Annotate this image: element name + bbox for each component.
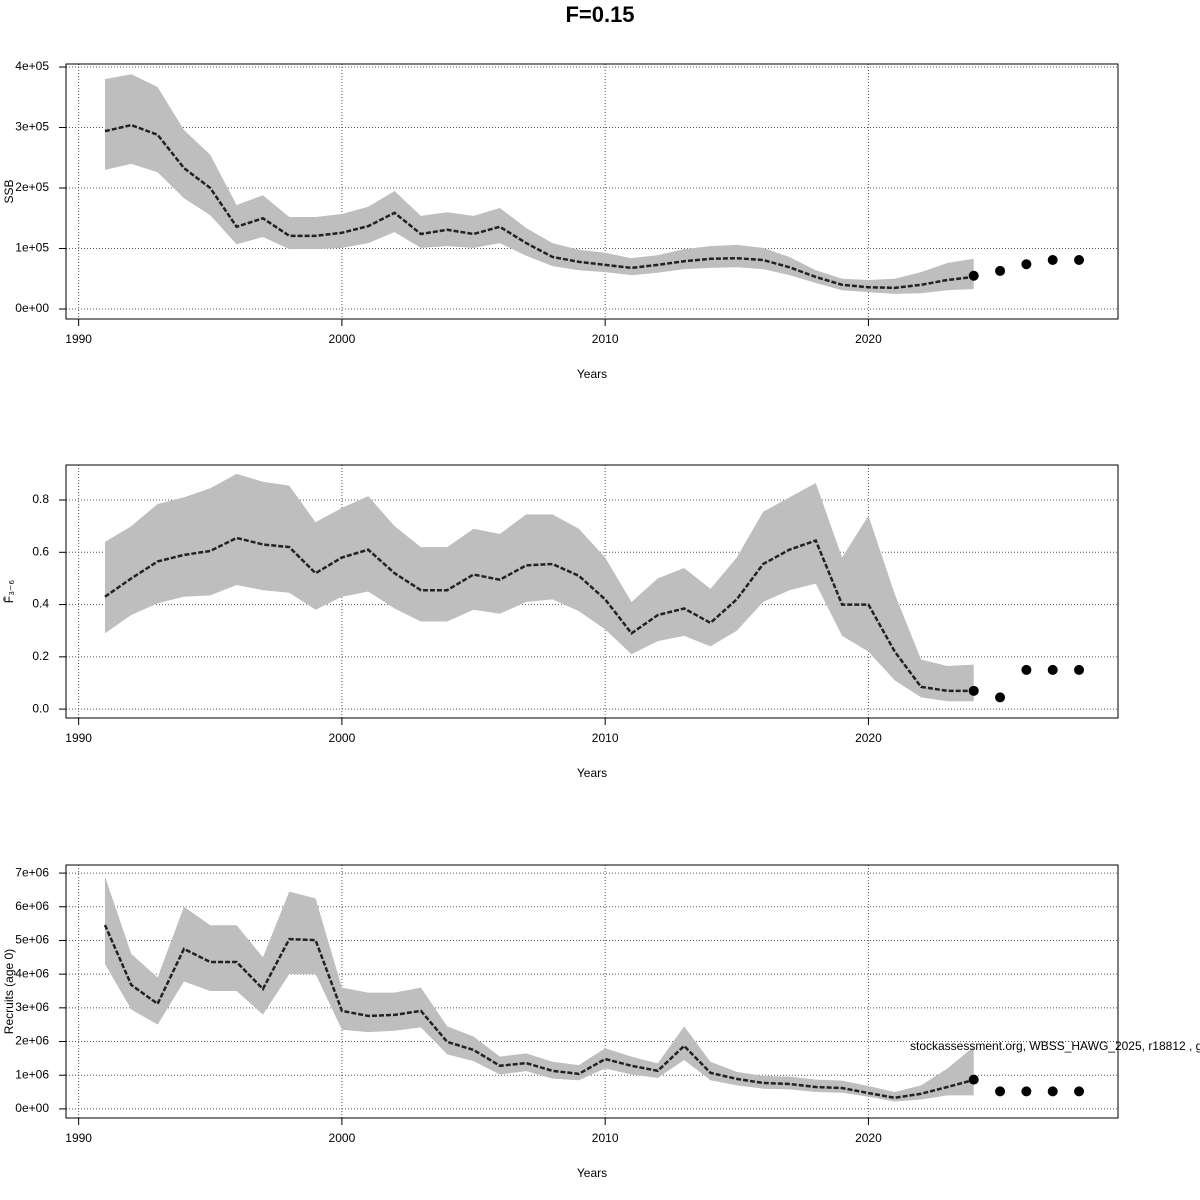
y-tick-label: 4e+05 xyxy=(15,59,49,73)
y-tick-label: 2e+05 xyxy=(15,180,49,194)
x-tick-label: 1990 xyxy=(65,332,92,346)
x-tick-label: 2000 xyxy=(329,332,356,346)
confidence-band xyxy=(104,876,974,1102)
forecast-point xyxy=(1021,259,1032,270)
forecast-point xyxy=(1021,1086,1032,1097)
y-tick-label: 0.2 xyxy=(32,649,49,663)
x-tick-label: 2010 xyxy=(592,731,619,745)
x-axis-label: Years xyxy=(577,1166,607,1180)
x-tick-label: 1990 xyxy=(65,731,92,745)
x-axis-label: Years xyxy=(577,367,607,381)
y-tick-label: 0.6 xyxy=(32,544,49,558)
y-axis-label: Recruits (age 0) xyxy=(2,949,16,1034)
x-tick-label: 2020 xyxy=(855,1131,882,1145)
y-axis-label: F̄₃₋₆ xyxy=(2,580,16,604)
forecast-point xyxy=(1074,1086,1085,1097)
y-tick-label: 5e+06 xyxy=(15,933,49,947)
estimate-line xyxy=(103,924,975,1100)
y-tick-label: 0e+00 xyxy=(15,1101,49,1115)
y-tick-label: 3e+05 xyxy=(15,120,49,134)
annotation: stockassessment.org, WBSS_HAWG_2025, r18… xyxy=(910,1039,1200,1053)
forecast-point xyxy=(1074,255,1085,266)
y-tick-label: 0.4 xyxy=(32,597,49,611)
forecast-point xyxy=(968,270,979,281)
forecast-point xyxy=(995,1086,1006,1097)
forecast-point xyxy=(968,685,979,696)
confidence-band xyxy=(104,473,974,702)
x-tick-label: 1990 xyxy=(65,1131,92,1145)
y-tick-label: 4e+06 xyxy=(15,966,49,980)
x-tick-label: 2020 xyxy=(855,332,882,346)
figure-title: F=0.15 xyxy=(565,2,634,27)
forecast-point xyxy=(995,692,1006,703)
x-tick-label: 2010 xyxy=(592,1131,619,1145)
estimate-line xyxy=(104,123,974,290)
y-tick-label: 2e+06 xyxy=(15,1034,49,1048)
forecast-point xyxy=(1047,1086,1058,1097)
estimate-line xyxy=(104,536,974,693)
x-tick-label: 2000 xyxy=(329,1131,356,1145)
x-axis-label: Years xyxy=(577,766,607,780)
y-tick-label: 1e+06 xyxy=(15,1067,49,1081)
x-tick-label: 2010 xyxy=(592,332,619,346)
y-tick-label: 1e+05 xyxy=(15,241,49,255)
forecast-point xyxy=(1047,664,1058,675)
x-tick-label: 2000 xyxy=(329,731,356,745)
forecast-point xyxy=(1074,664,1085,675)
confidence-band xyxy=(104,74,974,294)
y-tick-label: 6e+06 xyxy=(15,899,49,913)
y-tick-label: 3e+06 xyxy=(15,1000,49,1014)
y-tick-label: 7e+06 xyxy=(15,865,49,879)
forecast-point xyxy=(1021,664,1032,675)
forecast-point xyxy=(968,1074,979,1085)
y-tick-label: 0.8 xyxy=(32,492,49,506)
y-tick-label: 0e+00 xyxy=(15,301,49,315)
y-axis-label: SSB xyxy=(2,179,16,203)
x-tick-label: 2020 xyxy=(855,731,882,745)
forecast-point xyxy=(995,265,1006,276)
y-tick-label: 0.0 xyxy=(32,701,49,715)
forecast-point xyxy=(1047,255,1058,266)
